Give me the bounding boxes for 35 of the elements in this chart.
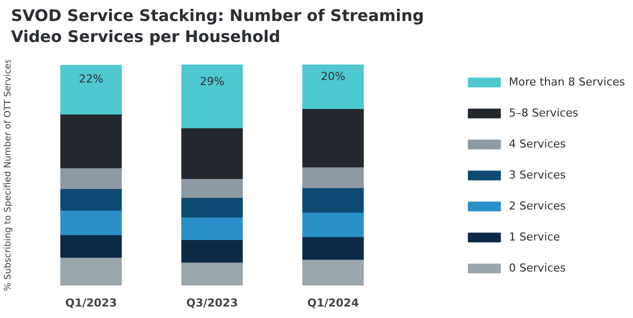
legend-label: 1 Service <box>508 230 560 243</box>
legend-label: 5–8 Services <box>508 106 578 119</box>
bar <box>181 178 243 198</box>
data-label: 22% <box>78 72 104 86</box>
bar <box>302 212 364 238</box>
bar <box>181 239 243 263</box>
x-tick-label: Q3/2023 <box>186 296 238 310</box>
bar <box>60 256 122 286</box>
bar <box>302 108 364 168</box>
data-label: 20% <box>320 70 346 84</box>
x-tick-label: Q1/2024 <box>307 296 360 310</box>
bar <box>60 234 122 258</box>
bar <box>60 114 122 168</box>
bar <box>181 64 243 128</box>
data-label: 29% <box>200 75 224 88</box>
bar <box>181 262 243 286</box>
bar <box>60 210 122 236</box>
bar <box>60 188 122 211</box>
bar <box>302 236 364 260</box>
legend-label: 0 Services <box>508 261 566 274</box>
bar <box>60 167 122 189</box>
x-tick-label: Q1/2023 <box>65 296 117 310</box>
chart-title: SVOD Service Stacking: Number of Streaming Video Services per Household <box>11 5 426 47</box>
bar <box>60 64 122 115</box>
legend-label: More than 8 Services <box>508 75 625 88</box>
bar <box>302 187 364 213</box>
bar <box>302 64 364 109</box>
legend-label: 2 Services <box>508 199 566 212</box>
legend-label: 4 Services <box>508 137 566 150</box>
bar <box>302 258 364 286</box>
bar <box>181 196 243 218</box>
bar <box>302 166 364 188</box>
legend-label: 3 Services <box>508 168 566 181</box>
bar <box>181 127 243 180</box>
bar <box>181 216 243 240</box>
